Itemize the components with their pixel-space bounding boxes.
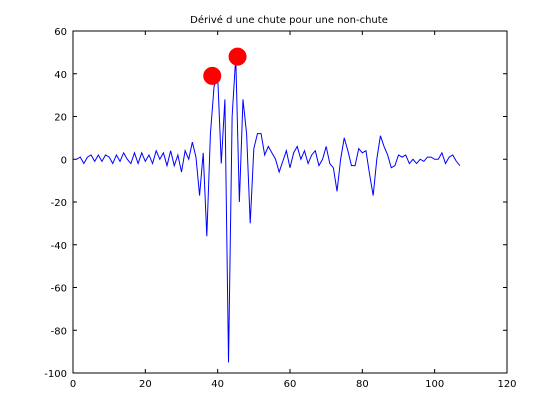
y-tick-label: -60 [51,284,67,295]
x-tick-label: 80 [356,379,369,390]
series-line [76,56,461,363]
chart-title: Dérivé d une chute pour une non-chute [190,14,388,26]
y-tick-label: 60 [54,27,67,38]
peak-marker [228,47,247,66]
y-tick-label: 20 [54,113,67,124]
x-tick-label: 120 [497,379,516,390]
x-tick-label: 40 [211,379,224,390]
y-tick-label: -40 [51,241,67,252]
y-tick-label: 40 [54,70,67,81]
x-tick-label: 0 [70,379,76,390]
peak-marker [203,66,222,85]
x-tick-label: 60 [284,379,297,390]
x-axis-ticks: 0 20 40 60 80 100 120 [70,31,517,390]
series-layer [76,56,461,363]
y-axis-ticks: -100 -80 -60 -40 -20 0 20 40 60 [44,27,507,380]
marker-layer [203,47,247,85]
plot-area-frame [72,30,508,374]
x-tick-label: 20 [139,379,152,390]
y-tick-label: -80 [51,326,67,337]
x-tick-label: 100 [425,379,444,390]
y-tick-label: -100 [44,369,67,380]
y-tick-label: 0 [61,155,67,166]
y-tick-label: -20 [51,198,67,209]
